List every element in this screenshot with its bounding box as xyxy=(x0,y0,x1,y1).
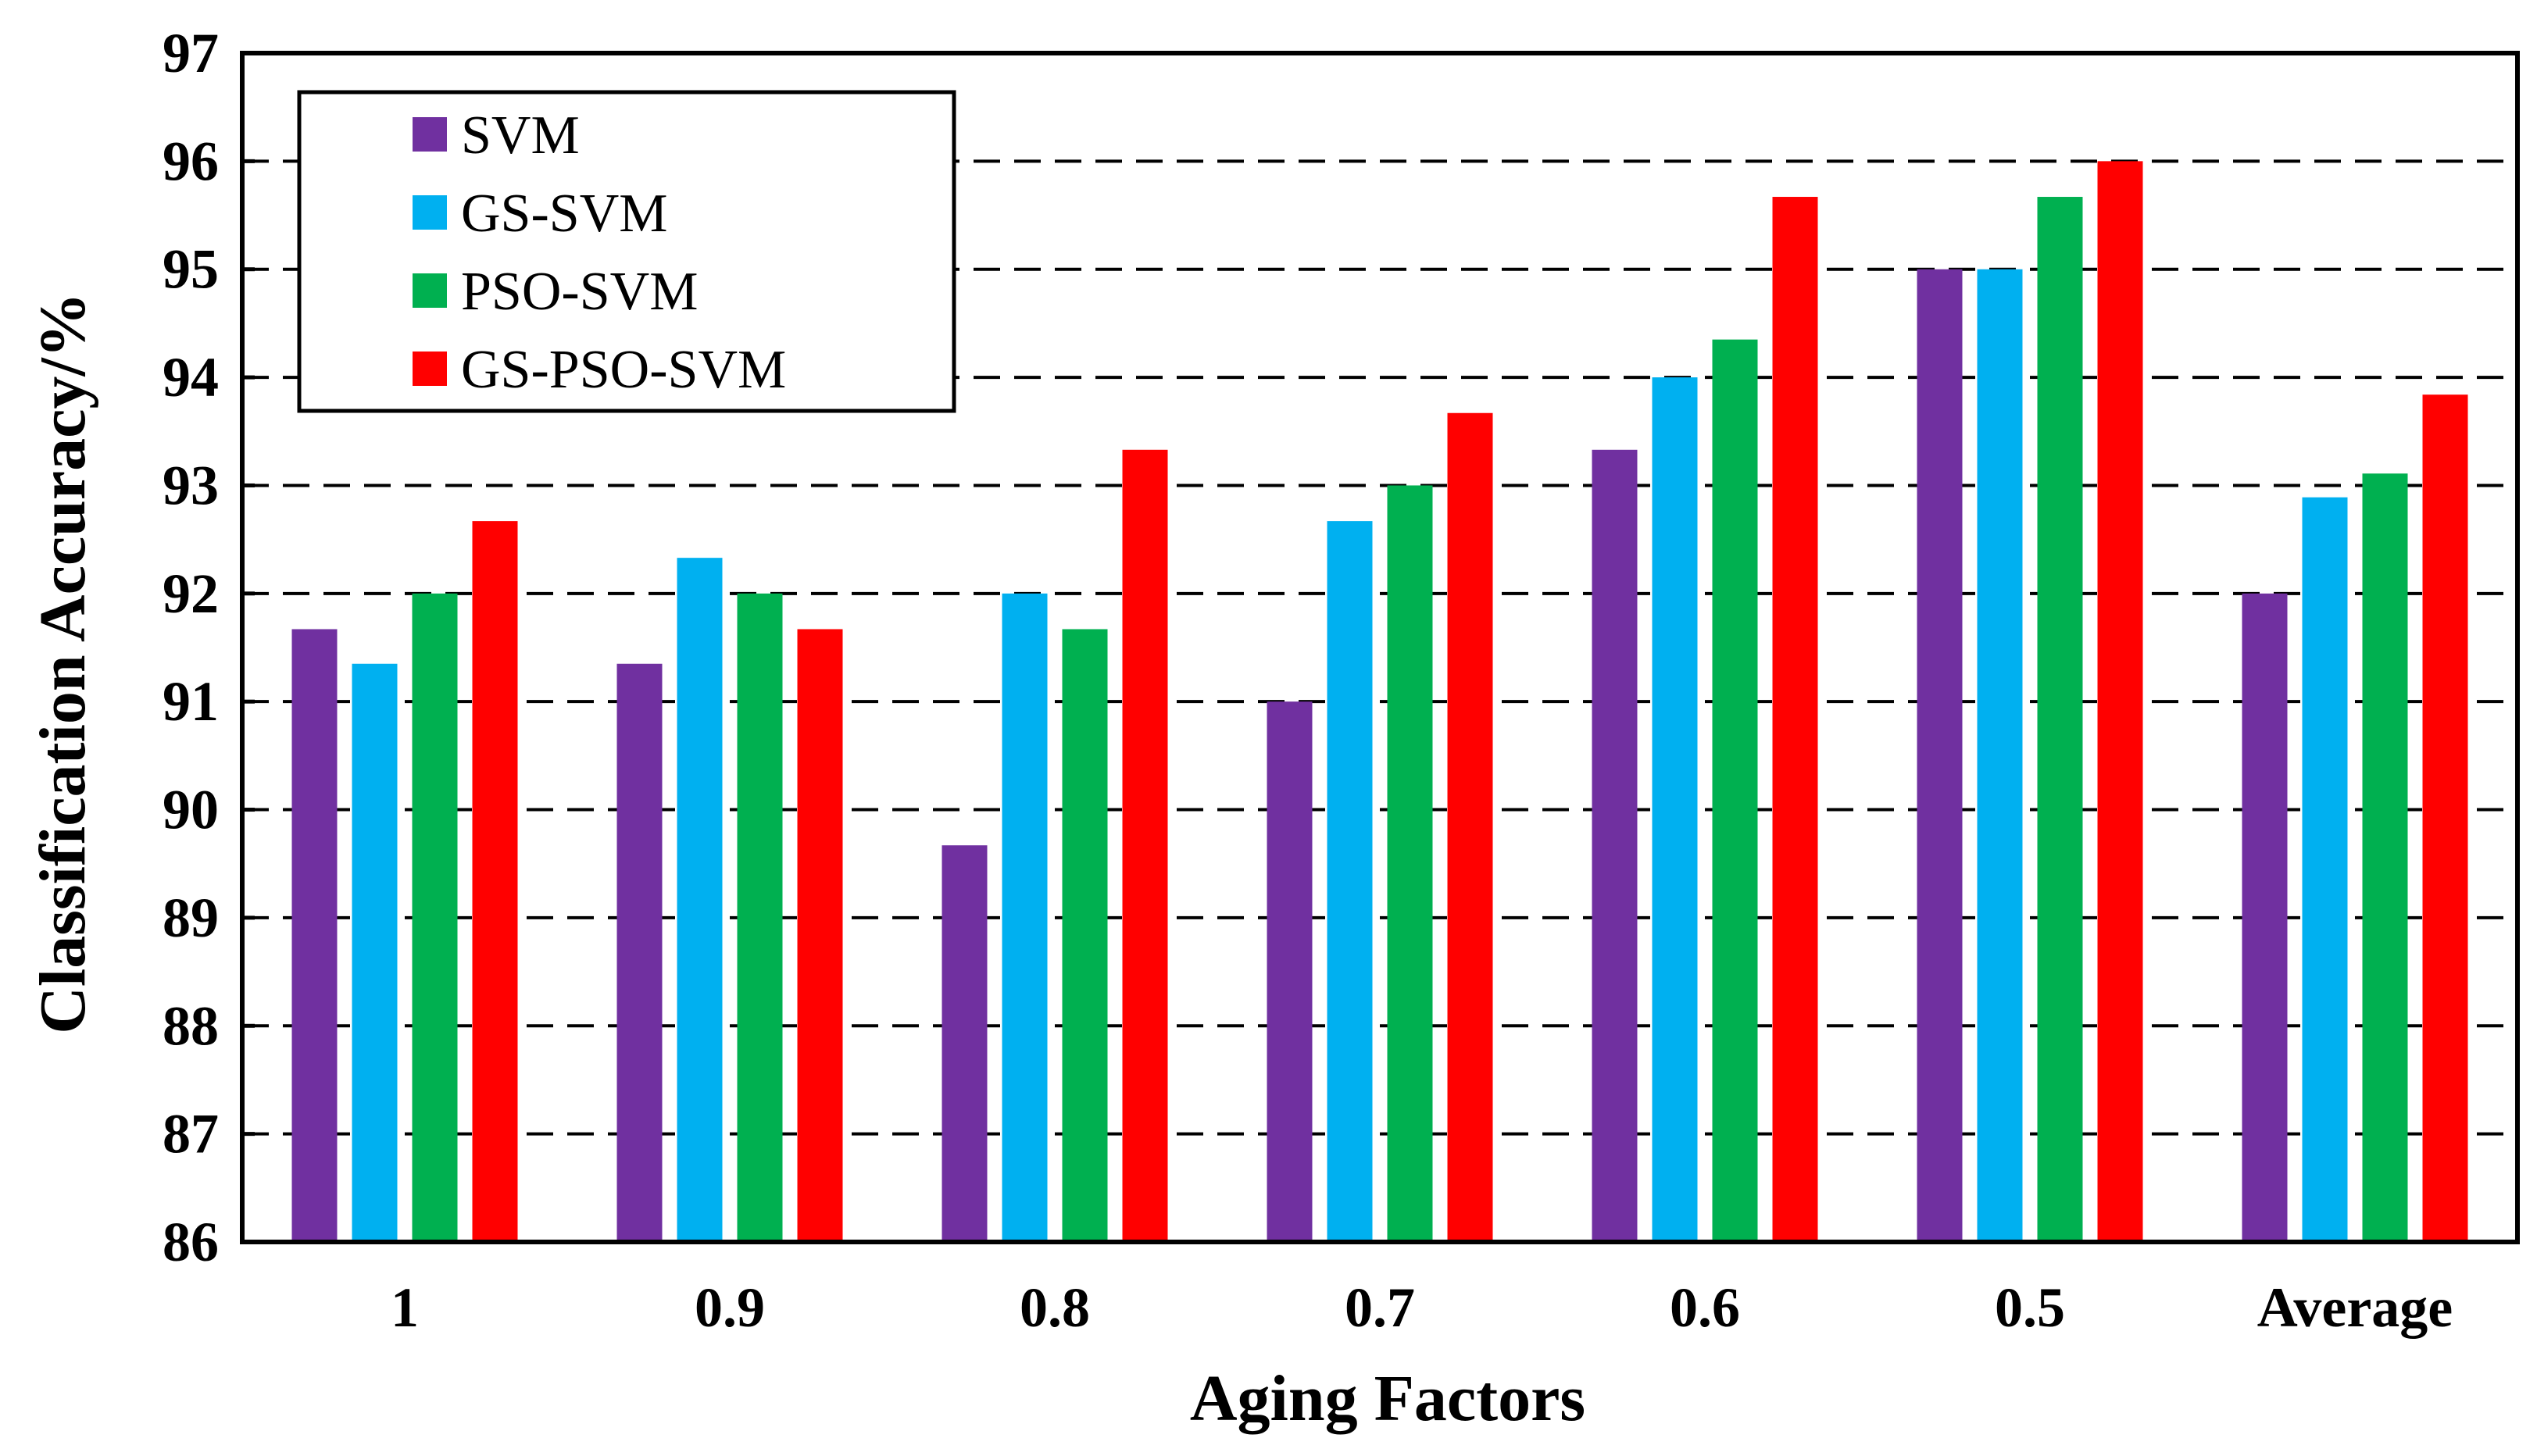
plot-frame xyxy=(240,51,2520,1244)
y-tick-label: 91 xyxy=(163,670,219,733)
y-tick-label: 87 xyxy=(163,1103,219,1165)
x-tick-label: 1 xyxy=(391,1276,419,1339)
bars xyxy=(291,161,2468,1243)
bar-pso-svm-1 xyxy=(412,593,458,1242)
bar-svm-0-8 xyxy=(942,845,988,1242)
x-tick-label: Average xyxy=(2257,1276,2453,1339)
bar-gs-pso-svm-1 xyxy=(472,521,518,1242)
x-tick-label: 0.9 xyxy=(695,1276,765,1339)
x-tick-label: 0.5 xyxy=(1995,1276,2065,1339)
x-tick-label: 0.7 xyxy=(1345,1276,1415,1339)
bar-pso-svm-0-6 xyxy=(1712,339,1758,1243)
y-axis-title: Classification Accuracy/% xyxy=(27,292,99,1034)
x-axis-title: Aging Factors xyxy=(1190,1362,1585,1435)
y-tick-label: 95 xyxy=(163,238,219,301)
bar-gs-pso-svm-average xyxy=(2422,394,2468,1242)
y-tick-label: 90 xyxy=(163,779,219,841)
bar-gs-pso-svm-0-8 xyxy=(1122,449,1168,1242)
y-tick-label: 93 xyxy=(163,454,219,516)
x-tick-label: 0.6 xyxy=(1670,1276,1740,1339)
legend: SVM GS-SVM PSO-SVM GS-PSO-SVM xyxy=(297,90,956,413)
legend-label: GS-PSO-SVM xyxy=(461,340,786,400)
bar-gs-svm-0-5 xyxy=(1977,269,2023,1242)
bar-gs-pso-svm-0-7 xyxy=(1447,412,1493,1242)
bar-gs-pso-svm-0-6 xyxy=(1772,197,1818,1242)
bar-gs-svm-0-7 xyxy=(1327,521,1373,1242)
bar-gs-svm-0-6 xyxy=(1652,377,1698,1242)
y-tick-label: 92 xyxy=(163,562,219,625)
bar-pso-svm-0-8 xyxy=(1062,629,1108,1242)
bar-svm-0-9 xyxy=(616,663,663,1242)
bar-svm-0-6 xyxy=(1592,449,1638,1242)
bar-pso-svm-0-7 xyxy=(1387,485,1433,1242)
bar-gs-pso-svm-0-5 xyxy=(2097,161,2143,1242)
bar-gs-svm-1 xyxy=(352,663,398,1242)
y-tick-label: 89 xyxy=(163,887,219,949)
legend-label: PSO-SVM xyxy=(461,262,698,322)
x-axis-ticks: 1 0.9 0.8 0.7 0.6 0.5 Average xyxy=(391,1276,2453,1339)
legend-swatch xyxy=(413,352,447,386)
y-tick-label: 88 xyxy=(163,994,219,1057)
legend-swatch xyxy=(413,273,447,308)
bar-svm-0-5 xyxy=(1917,269,1963,1242)
bar-gs-svm-average xyxy=(2302,497,2348,1242)
y-tick-label: 97 xyxy=(163,22,219,84)
y-tick-label: 96 xyxy=(163,130,219,192)
legend-label: SVM xyxy=(461,105,580,166)
y-tick-label: 94 xyxy=(163,346,219,409)
legend-label: GS-SVM xyxy=(461,184,668,244)
legend-box xyxy=(297,90,956,413)
legend-swatch xyxy=(413,117,447,152)
y-tick-label: 86 xyxy=(163,1211,219,1273)
bar-gs-svm-0-8 xyxy=(1002,593,1048,1242)
bar-svm-1 xyxy=(291,629,338,1242)
y-axis-ticks: 86 87 88 89 90 91 92 93 94 95 96 97 xyxy=(163,22,255,1273)
bar-svm-average xyxy=(2242,593,2288,1242)
bar-gs-svm-0-9 xyxy=(677,558,723,1242)
bar-pso-svm-0-5 xyxy=(2037,197,2083,1242)
bar-pso-svm-0-9 xyxy=(737,593,783,1242)
bar-pso-svm-average xyxy=(2362,473,2408,1242)
x-tick-label: 0.8 xyxy=(1020,1276,1090,1339)
bar-gs-pso-svm-0-9 xyxy=(797,629,843,1242)
legend-swatch xyxy=(413,195,447,230)
bar-svm-0-7 xyxy=(1267,701,1313,1242)
